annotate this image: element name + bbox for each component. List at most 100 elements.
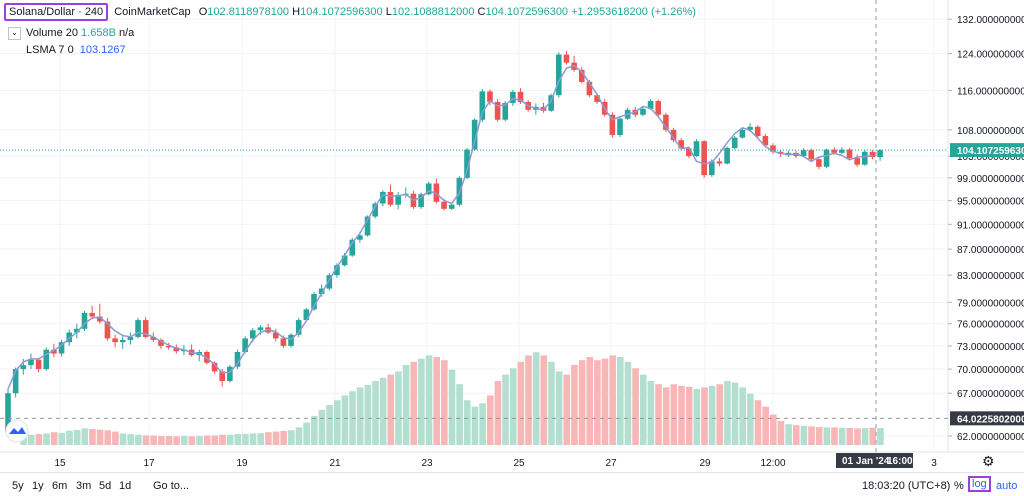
volume-bar (203, 435, 211, 445)
candle-body (517, 91, 524, 102)
candle-body (479, 91, 486, 120)
candle-body (303, 309, 310, 321)
percent-toggle[interactable]: % (954, 480, 964, 492)
go-to-button[interactable]: Go to... (153, 480, 190, 492)
candle-body (663, 114, 669, 130)
volume-bar (150, 435, 157, 445)
price-tick-label: 62.0000000000 (957, 432, 1024, 443)
volume-bar (617, 357, 624, 445)
price-tick-label: 124.0000000000 (957, 50, 1024, 61)
range-6m-button[interactable]: 6m (52, 480, 68, 492)
candle-body (823, 149, 830, 167)
volume-bar (716, 384, 724, 445)
candle-body (785, 152, 792, 154)
volume-legend: Volume 20 1.658B n/a (26, 27, 134, 39)
candle-body (43, 349, 50, 370)
volume-bar (81, 428, 89, 445)
volume-bar (43, 433, 50, 445)
candle-body (257, 327, 264, 331)
price-tick-label: 70.0000000000 (957, 365, 1024, 376)
volume-bar (364, 384, 372, 445)
candle-body (808, 150, 815, 160)
auto-scale-toggle[interactable]: auto (996, 480, 1018, 492)
crosshair-time-tag: 01 Jan '24 (842, 456, 890, 467)
candle-body (380, 191, 386, 204)
candle-body (433, 183, 440, 202)
candle-body (647, 101, 654, 109)
volume-bar (525, 355, 532, 445)
volume-value: 1.658B (81, 27, 116, 39)
candle-body (112, 338, 118, 343)
open-value: 102.8118978100 (207, 6, 290, 18)
volume-bar (770, 414, 777, 445)
crosshair-time-extra: 16:00 (887, 456, 913, 467)
candle-body (640, 108, 646, 115)
volume-na: n/a (118, 27, 135, 39)
close-label: C (477, 6, 486, 18)
high-label: H (292, 6, 301, 18)
volume-bar (708, 385, 716, 445)
time-tick-label: 3 (931, 458, 937, 469)
candle-body (150, 336, 157, 340)
price-tick-label: 103.0000000000 (957, 152, 1024, 163)
volume-bar (693, 389, 701, 445)
volume-bar (517, 361, 525, 445)
log-scale-toggle[interactable]: log (968, 476, 991, 492)
price-tick-label: 116.0000000000 (957, 86, 1024, 97)
range-5d-button[interactable]: 5d (99, 480, 112, 492)
settings-gear-icon[interactable]: ⚙ (982, 453, 995, 469)
candle-body (364, 216, 371, 236)
volume-bar (777, 421, 785, 445)
volume-bar (50, 432, 58, 445)
legend-collapse-icon[interactable]: ⌄ (8, 27, 21, 40)
volume-bar (448, 369, 456, 445)
time-tick-label: 27 (605, 458, 617, 469)
candle-body (609, 114, 616, 135)
price-tick-label: 76.0000000000 (957, 320, 1024, 331)
price-chart[interactable]: 132.0000000000 124.0000000000 116.00000000… (0, 0, 1024, 472)
volume-bar (257, 433, 265, 445)
last-price-tag: 104.1072596300 (957, 146, 1024, 157)
time-tick-label: 21 (329, 458, 341, 469)
time-tick-label: 15 (54, 458, 66, 469)
volume-bar (647, 381, 655, 445)
clock-label[interactable]: 18:03:20 (UTC+8) (862, 480, 951, 492)
volume-bar (196, 436, 203, 445)
volume-bar (173, 436, 180, 445)
candle-body (5, 393, 11, 432)
candle-body (295, 320, 302, 335)
volume-bar (594, 360, 601, 445)
volume-bar (280, 430, 287, 445)
range-1d-button[interactable]: 1d (119, 480, 132, 492)
candle-body (747, 126, 753, 130)
volume-bar (211, 435, 219, 445)
symbol-title[interactable]: Solana/Dollar · 240 (4, 3, 109, 21)
volume-bar (112, 431, 119, 445)
candle-body (311, 294, 317, 310)
volume-bar (762, 406, 769, 445)
candle-body (563, 54, 570, 63)
candle-body (272, 332, 279, 339)
range-1y-button[interactable]: 1y (32, 480, 44, 492)
candle-body (693, 141, 700, 157)
volume-bar (219, 434, 226, 445)
volume-bar (571, 365, 578, 445)
volume-bar (142, 435, 150, 445)
candle-body (854, 158, 860, 165)
volume-bar (823, 427, 831, 445)
range-3m-button[interactable]: 3m (76, 480, 92, 492)
candle-body (617, 118, 623, 135)
volume-bar (119, 433, 127, 445)
lsma-legend: LSMA 7 0 103.1267 (26, 44, 126, 56)
volume-bar (73, 429, 81, 445)
volume-bar (158, 436, 165, 445)
volume-bar (341, 395, 349, 445)
volume-bar (540, 355, 548, 445)
volume-bar (815, 427, 823, 445)
volume-bar (877, 428, 884, 445)
candle-body (318, 288, 325, 295)
candle-body (464, 149, 470, 178)
volume-bar (609, 355, 616, 445)
low-value: 102.1088812000 (391, 6, 475, 18)
range-5y-button[interactable]: 5y (12, 480, 24, 492)
